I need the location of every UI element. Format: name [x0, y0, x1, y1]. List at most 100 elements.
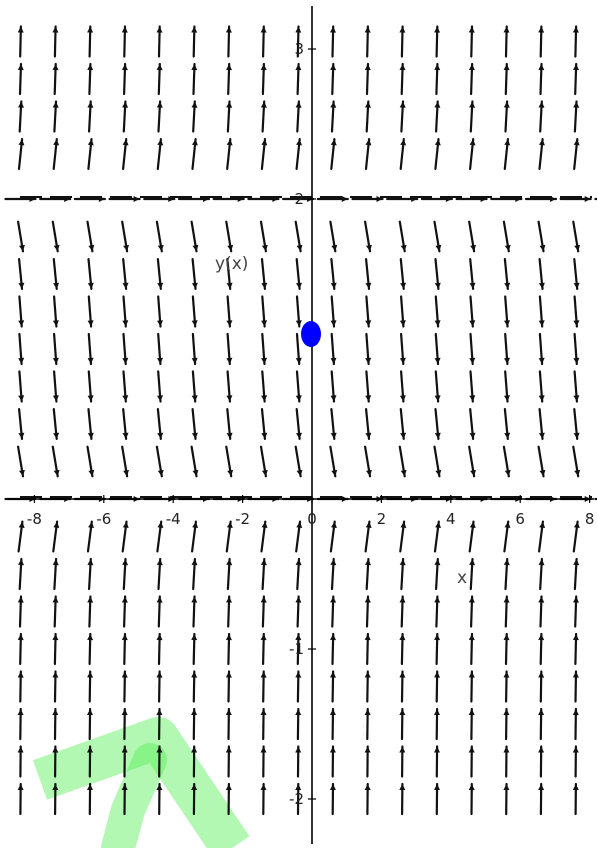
slope-arrow — [226, 557, 233, 591]
slope-arrow — [295, 408, 302, 440]
slope-arrow — [538, 557, 545, 591]
slope-arrow — [225, 445, 234, 478]
slope-arrow — [260, 258, 268, 290]
slope-arrow — [364, 670, 371, 703]
slope-arrow — [121, 595, 128, 628]
slope-arrow — [191, 332, 198, 366]
slope-arrow — [87, 100, 94, 133]
slope-arrow — [538, 100, 545, 133]
slope-arrow — [121, 445, 129, 478]
slope-arrow — [364, 707, 371, 741]
slope-arrow — [122, 258, 129, 290]
slope-arrow — [469, 100, 476, 133]
slope-arrow — [295, 707, 302, 741]
slope-arrow — [86, 520, 94, 553]
slope-arrow — [538, 782, 545, 816]
slope-arrow — [156, 632, 163, 666]
slope-arrow — [364, 632, 371, 666]
slope-arrow — [17, 62, 24, 96]
slope-arrow — [365, 100, 371, 133]
slope-arrow — [295, 295, 302, 328]
x-tick-label: -2 — [235, 510, 250, 528]
slope-arrow — [572, 745, 579, 778]
slope-arrow — [469, 295, 476, 328]
slope-arrow — [261, 295, 268, 328]
slope-arrow — [329, 745, 336, 778]
slope-arrow — [295, 557, 302, 591]
slope-arrow — [17, 520, 25, 553]
slope-arrow — [537, 220, 546, 253]
slope-arrow — [17, 707, 24, 741]
slope-arrow — [572, 25, 579, 58]
slope-arrow — [364, 782, 371, 816]
slope-arrow — [538, 370, 545, 403]
slope-arrow — [434, 670, 441, 703]
slope-arrow — [469, 557, 476, 591]
slope-arrow — [191, 707, 198, 741]
slope-arrow — [17, 220, 25, 253]
slope-arrow — [538, 62, 545, 96]
slope-arrow — [434, 595, 441, 628]
slope-arrow — [399, 295, 406, 328]
slope-arrow — [259, 220, 268, 253]
slope-arrow — [573, 370, 580, 403]
slope-arrow — [121, 707, 128, 741]
slope-arrow — [469, 138, 476, 170]
slope-arrow — [364, 220, 372, 253]
slope-arrow — [122, 100, 129, 133]
slope-arrow — [399, 707, 406, 741]
slope-arrow — [329, 707, 336, 741]
slope-arrow — [503, 138, 511, 170]
slope-arrow — [364, 520, 372, 553]
slope-arrow — [329, 445, 338, 478]
slope-arrow — [399, 138, 407, 170]
slope-arrow — [399, 332, 406, 366]
slope-arrow — [469, 332, 476, 366]
slope-arrow — [502, 445, 511, 478]
slope-arrow — [573, 62, 579, 96]
slope-arrow — [434, 782, 440, 816]
x-tick-label: 8 — [585, 510, 595, 528]
slope-arrow — [538, 25, 545, 58]
slope-arrow — [329, 782, 336, 816]
slope-arrow — [155, 220, 164, 253]
slope-arrow — [260, 670, 267, 703]
slope-arrow — [469, 370, 476, 403]
slope-arrow — [156, 408, 164, 440]
slope-arrow — [538, 632, 545, 666]
slope-arrow — [364, 25, 371, 58]
initial-point-marker — [301, 321, 321, 347]
slope-arrow — [468, 520, 476, 553]
slope-arrow — [52, 782, 59, 816]
slope-arrow — [573, 332, 580, 366]
slope-arrow — [538, 670, 545, 703]
slope-arrow — [434, 557, 441, 591]
slope-arrow — [295, 25, 302, 58]
slope-arrow — [503, 520, 511, 553]
slope-arrow — [225, 632, 232, 666]
slope-arrow — [225, 520, 233, 553]
slope-arrow — [364, 138, 372, 170]
slope-arrow — [191, 295, 198, 328]
slope-arrow — [18, 408, 25, 440]
slope-arrow — [537, 445, 546, 478]
slope-arrow — [295, 782, 302, 816]
slope-arrow — [155, 445, 164, 478]
slope-arrow — [503, 595, 510, 628]
slope-arrow — [87, 25, 94, 58]
x-tick-label: 0 — [307, 510, 317, 528]
slope-arrow — [468, 445, 476, 478]
slope-arrow — [538, 745, 545, 778]
slope-arrow — [259, 445, 268, 478]
slope-arrow — [399, 370, 406, 403]
slope-arrow — [503, 707, 510, 741]
slope-arrow — [121, 520, 129, 553]
slope-arrow — [295, 370, 302, 403]
slope-arrow — [434, 138, 441, 170]
slope-arrow — [468, 595, 475, 628]
slope-arrow — [17, 782, 24, 816]
slope-arrow — [433, 445, 442, 478]
slope-arrow — [18, 295, 25, 328]
slope-arrow — [294, 220, 303, 253]
slope-arrow — [52, 745, 59, 778]
